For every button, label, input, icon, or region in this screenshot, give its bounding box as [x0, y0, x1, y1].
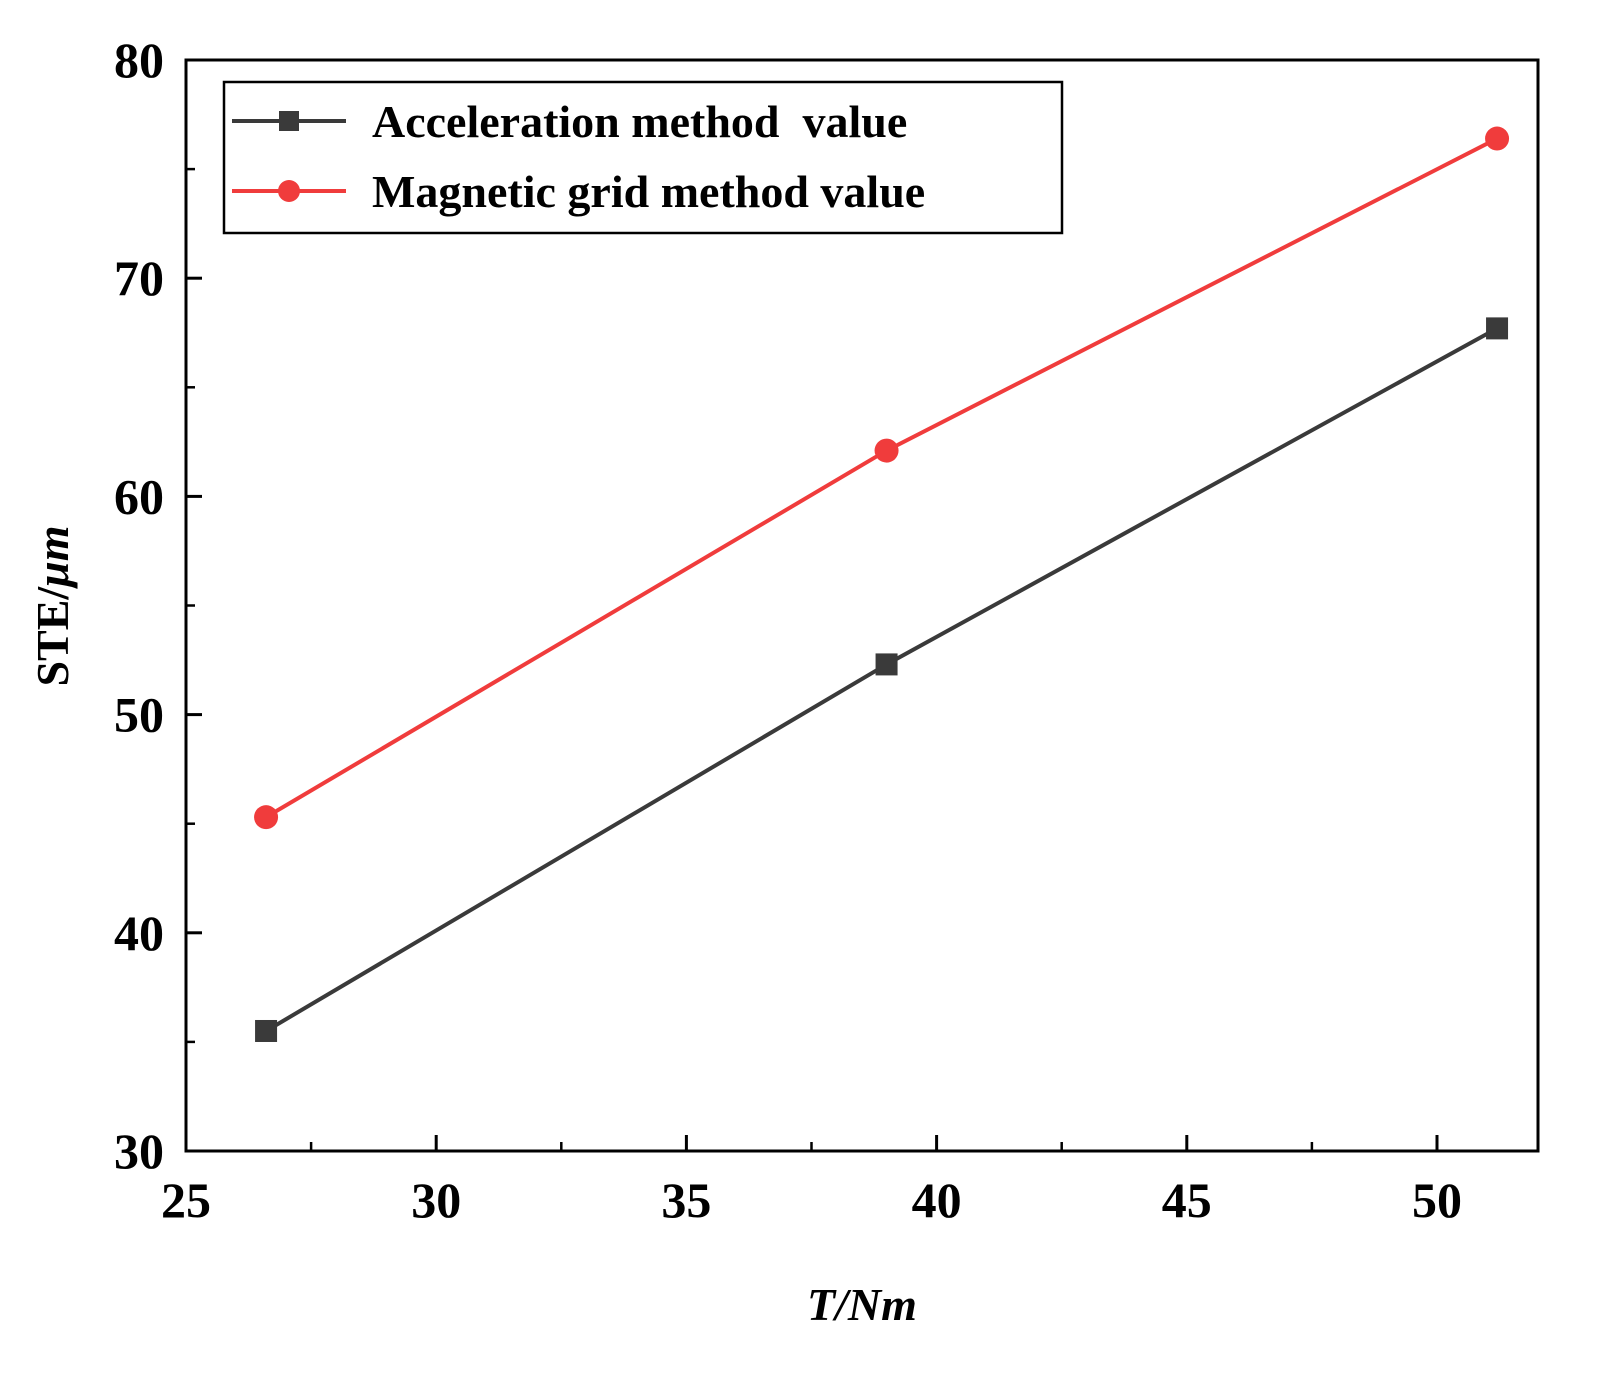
y-tick-label: 40: [114, 905, 164, 961]
y-tick-label: 80: [114, 32, 164, 88]
y-tick-label: 60: [114, 468, 164, 524]
data-point-acceleration: [875, 653, 898, 676]
y-axis-title: STE/μm: [27, 525, 78, 686]
x-tick-label: 35: [661, 1172, 711, 1228]
y-tick-label: 50: [114, 687, 164, 743]
plot-frame: [184, 58, 1540, 1153]
data-point-magnetic: [874, 438, 899, 463]
legend-label-acceleration: Acceleration method value: [372, 96, 907, 147]
x-tick-label: 25: [161, 1172, 211, 1228]
series-layer: [254, 126, 1510, 1042]
y-axis-title-prefix: STE/: [27, 586, 78, 687]
data-point-acceleration: [1486, 317, 1509, 340]
legend-marker-circle: [278, 180, 300, 202]
x-tick-labels: 25 30 35 40 45 50: [161, 1172, 1462, 1228]
x-tick-label: 45: [1162, 1172, 1212, 1228]
data-point-acceleration: [255, 1019, 278, 1042]
data-point-magnetic: [1485, 126, 1510, 151]
legend-marker-square: [279, 111, 299, 131]
legend-label-magnetic: Magnetic grid method value: [372, 166, 925, 217]
major-ticks: [186, 276, 1439, 1151]
y-tick-label: 70: [114, 250, 164, 306]
x-tick-label: 50: [1412, 1172, 1462, 1228]
x-axis-title: T/Nm: [807, 1279, 917, 1330]
y-tick-label: 30: [114, 1123, 164, 1179]
y-tick-labels: 30 40 50 60 70 80: [114, 32, 164, 1179]
y-axis-title-unit: μm: [27, 525, 78, 588]
legend-box: [222, 80, 1064, 235]
legend: Acceleration method value Magnetic grid …: [222, 80, 1064, 235]
x-tick-label: 40: [912, 1172, 962, 1228]
data-point-magnetic: [254, 805, 279, 830]
x-tick-label: 30: [411, 1172, 461, 1228]
